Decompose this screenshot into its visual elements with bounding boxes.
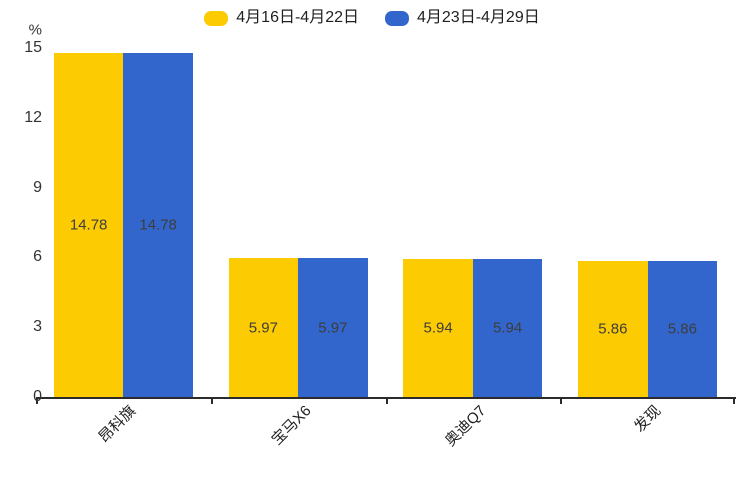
legend-item-series-2[interactable]: 4月23日-4月29日 (385, 10, 540, 26)
legend-swatch (385, 10, 409, 26)
x-axis-tick (385, 399, 388, 404)
x-axis-line (36, 397, 736, 399)
bar-value-label: 5.94 (493, 319, 523, 337)
bar-value-label: 5.86 (598, 320, 628, 338)
x-category-label: 昂科旗 (95, 402, 140, 447)
bar-value-label: 5.86 (667, 320, 697, 338)
bar-series-2-cat-2 (298, 258, 368, 397)
y-tick-label: 15 (24, 39, 42, 56)
x-axis-tick (210, 399, 213, 404)
x-axis-tick (733, 399, 735, 404)
bar-series-2-cat-1 (123, 53, 193, 397)
bar-value-label: 5.94 (423, 319, 453, 337)
bar-series-1-cat-2 (228, 258, 299, 397)
bar-series-2-cat-4 (647, 260, 718, 397)
x-category-label: 奥迪Q7 (441, 402, 490, 450)
x-category-label: 发现 (630, 402, 664, 436)
x-axis-tick (560, 399, 563, 404)
bar-series-1-cat-4 (578, 260, 648, 397)
bar-value-label: 14.78 (139, 216, 177, 234)
y-axis-unit-label: % (28, 21, 42, 39)
y-tick-label: 0 (33, 388, 42, 405)
bar-series-1-cat-3 (403, 258, 473, 397)
x-axis-tick (36, 399, 38, 404)
legend-label: 4月23日-4月29日 (417, 9, 540, 26)
y-tick-label: 6 (33, 248, 42, 266)
y-tick-label: 12 (24, 108, 42, 126)
y-tick-label: 9 (33, 178, 42, 196)
x-category-label: 宝马X6 (268, 402, 315, 449)
bar-value-label: 5.97 (318, 319, 348, 337)
legend-label: 4月16日-4月22日 (236, 9, 359, 26)
bar-series-1-cat-1 (53, 53, 124, 397)
legend-item-series-1[interactable]: 4月16日-4月22日 (204, 10, 359, 26)
bar-value-label: 14.78 (69, 216, 108, 234)
bar-value-label: 5.97 (248, 319, 278, 337)
legend: 4月16日-4月22日 4月23日-4月29日 (0, 10, 744, 26)
legend-swatch (204, 10, 229, 26)
bar-series-2-cat-3 (472, 258, 543, 397)
y-tick-label: 3 (33, 318, 42, 336)
